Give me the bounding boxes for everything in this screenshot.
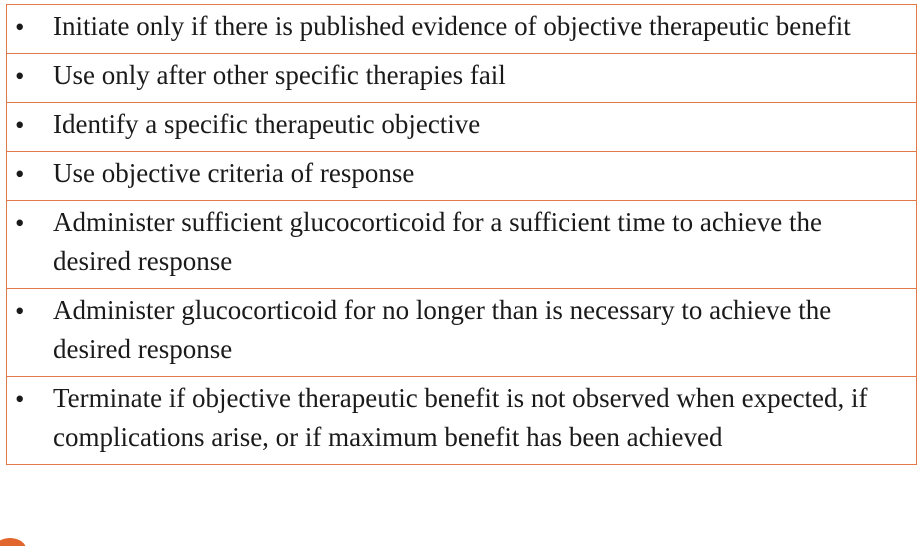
row-text: Administer glucocorticoid for no longer … bbox=[53, 295, 832, 364]
table-row: • Use only after other specific therapie… bbox=[6, 54, 917, 103]
row-text: Initiate only if there is published evid… bbox=[53, 11, 851, 41]
table-row: • Administer glucocorticoid for no longe… bbox=[6, 289, 917, 377]
bullet-icon: • bbox=[15, 159, 25, 189]
row-text: Identify a specific therapeutic objectiv… bbox=[53, 109, 481, 139]
row-text: Use objective criteria of response bbox=[53, 158, 415, 188]
table-row: • Identify a specific therapeutic object… bbox=[6, 103, 917, 152]
table-row: • Initiate only if there is published ev… bbox=[6, 4, 917, 54]
row-text: Terminate if objective therapeutic benef… bbox=[53, 383, 868, 452]
bullet-icon: • bbox=[15, 296, 25, 326]
bullet-icon: • bbox=[15, 208, 25, 238]
table-row: • Administer sufficient glucocorticoid f… bbox=[6, 201, 917, 289]
bullet-icon: • bbox=[15, 61, 25, 91]
table-row: • Terminate if objective therapeutic ben… bbox=[6, 377, 917, 465]
row-text: Use only after other specific therapies … bbox=[53, 60, 506, 90]
corner-accent-dot bbox=[0, 538, 26, 546]
bullet-icon: • bbox=[15, 384, 25, 414]
bullet-icon: • bbox=[15, 110, 25, 140]
top-edge bbox=[0, 0, 921, 6]
table-row: • Use objective criteria of response bbox=[6, 152, 917, 201]
bullet-icon: • bbox=[15, 12, 25, 42]
guidelines-table: • Initiate only if there is published ev… bbox=[6, 4, 917, 465]
row-text: Administer sufficient glucocorticoid for… bbox=[53, 207, 823, 276]
